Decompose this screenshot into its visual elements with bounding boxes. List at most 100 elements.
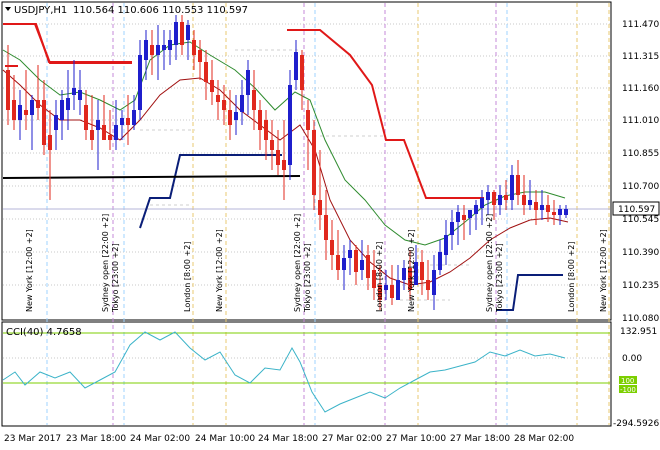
candle-body <box>30 100 34 115</box>
price-axis: 111.470 111.315 111.160 111.010 110.855 … <box>622 20 659 324</box>
candle-body <box>450 222 454 235</box>
candle-body <box>426 280 430 290</box>
candle-body <box>132 110 136 125</box>
candle-body <box>306 110 310 130</box>
candle-body <box>372 270 376 288</box>
price-tick: 111.315 <box>622 52 659 62</box>
session-label: New York [12:00 +2] <box>215 229 224 312</box>
candle-body <box>378 285 382 300</box>
candle-body <box>96 120 100 130</box>
session-label: New York [12:00 +2] <box>25 229 34 312</box>
candle-body <box>498 195 502 205</box>
dropdown-arrow-icon[interactable] <box>5 7 11 11</box>
candle-body <box>540 205 544 210</box>
trail-red-path <box>3 23 484 199</box>
ohlc-label: 110.564 110.606 110.553 110.597 <box>73 5 248 16</box>
cci-tick-low: -294.5926 <box>613 419 659 429</box>
candle-body <box>336 255 340 270</box>
candle-body <box>318 200 322 215</box>
cci-line <box>2 331 566 413</box>
candle-body <box>258 110 262 130</box>
candle-body <box>438 252 442 270</box>
cci-panel[interactable] <box>1 321 612 427</box>
candle-body <box>300 55 304 90</box>
level-minus100-label: -100 <box>620 386 636 394</box>
candle-body <box>462 215 466 220</box>
price-panel[interactable] <box>1 1 612 321</box>
session-label: Tokyo [23:00 +2] <box>495 243 504 313</box>
candle-body <box>342 258 346 270</box>
candle-body <box>510 175 514 200</box>
session-label: London [8:00 +2] <box>567 242 576 312</box>
price-tick: 111.010 <box>622 116 659 126</box>
candle-body <box>120 118 124 125</box>
candle-body <box>126 118 130 125</box>
candle-body <box>90 130 94 140</box>
session-label: New York [12:00 +2] <box>407 229 416 312</box>
candle-body <box>492 192 496 205</box>
candle-body <box>384 285 388 290</box>
candle-body <box>396 280 400 300</box>
candle-body <box>222 100 226 110</box>
candle-body <box>48 135 52 150</box>
candle-body <box>246 70 250 95</box>
candle-body <box>252 90 256 110</box>
time-tick: 23 Mar 2017 <box>4 434 61 444</box>
candle-body <box>210 80 214 92</box>
candle-body <box>174 22 178 45</box>
slow-ma-line <box>2 41 566 246</box>
candle-body <box>408 268 412 290</box>
session-labels: New York [12:00 +2] Sydney open [22:00 +… <box>25 214 608 313</box>
candle-body <box>390 285 394 298</box>
candle-body <box>204 62 208 82</box>
candle-body <box>138 55 142 110</box>
symbol-label: USDJPY,H1 <box>14 5 67 16</box>
candle-body <box>18 105 22 120</box>
candle-body <box>522 195 526 205</box>
candle-body <box>444 235 448 255</box>
candle-body <box>168 40 172 50</box>
session-label: Tokyo [23:00 +2] <box>303 243 312 313</box>
price-tick: 110.545 <box>622 215 659 225</box>
candle-body <box>324 215 328 240</box>
price-tick: 110.080 <box>622 314 659 324</box>
candle-body <box>12 100 16 120</box>
candle-body <box>78 90 82 100</box>
candle-body <box>354 250 358 272</box>
candle-body <box>312 130 316 195</box>
time-axis: 23 Mar 2017 23 Mar 18:00 24 Mar 02:00 24… <box>4 434 574 444</box>
candle-body <box>480 198 484 208</box>
level-100-box <box>619 376 637 384</box>
time-tick: 23 Mar 18:00 <box>66 434 126 444</box>
candle-body <box>150 45 154 55</box>
session-label: Sydney open [22:00 +2] <box>293 214 302 312</box>
candle-body <box>240 95 244 112</box>
candle-body <box>228 110 232 125</box>
price-tick: 111.160 <box>622 84 659 94</box>
trail-navy-path <box>139 154 563 311</box>
candle-body <box>546 205 550 212</box>
candle-body <box>234 112 238 120</box>
time-tick: 24 Mar 02:00 <box>130 434 190 444</box>
candle-body <box>366 255 370 278</box>
candle-body <box>528 200 532 205</box>
price-tick: 110.700 <box>622 182 659 192</box>
session-label: Sydney open [22:00 +2] <box>101 214 110 312</box>
candle-body <box>162 45 166 50</box>
candle-body <box>486 192 490 200</box>
candle-body <box>192 40 196 55</box>
dashed-hline-1 <box>140 49 470 301</box>
candle-body <box>264 120 268 140</box>
session-label: Tokyo [23:00 +2] <box>111 243 120 313</box>
candle-body <box>432 270 436 295</box>
time-tick: 27 Mar 02:00 <box>322 434 382 444</box>
candle-body <box>504 195 508 200</box>
candle-body <box>108 135 112 140</box>
black-level-line <box>2 175 301 179</box>
price-tick: 110.390 <box>622 248 659 258</box>
candle-body <box>468 210 472 218</box>
candle-body <box>216 95 220 102</box>
candle-body <box>114 125 118 140</box>
candle-body <box>552 212 556 215</box>
